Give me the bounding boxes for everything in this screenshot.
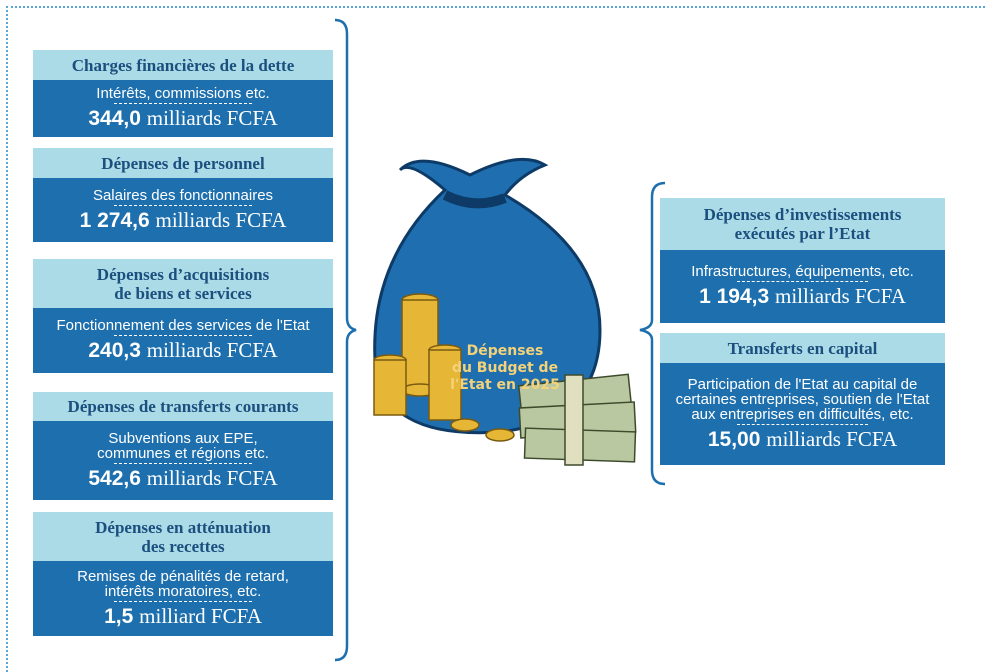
amount: 15,00 milliards FCFA [708,427,897,452]
title-line: Dépenses en atténuation [33,518,333,537]
title-line: Dépenses de personnel [33,154,333,173]
separator [114,335,252,336]
amount-value: 1 194,3 [699,285,769,308]
amount: 1,5 milliard FCFA [104,604,262,629]
left-brace [335,20,356,660]
amount: 542,6 milliards FCFA [88,466,277,491]
amount-unit: milliards FCFA [766,427,897,451]
amount: 240,3 milliards FCFA [88,338,277,363]
amount-value: 1,5 [104,605,133,628]
info-box: Dépenses de personnel Salaires des foncti… [33,148,333,242]
info-box: Charges financières de la dette Intérêts,… [33,50,333,137]
description-line: Fonctionnement des services de l'Etat [57,318,310,333]
box-title: Transferts en capital [660,333,945,363]
box-title: Dépenses de personnel [33,148,333,178]
separator [737,424,868,425]
amount-value: 542,6 [88,467,141,490]
description-line: Subventions aux EPE, [108,431,257,446]
separator [737,281,868,282]
box-body: Subventions aux EPE,communes et régions … [33,421,333,500]
amount: 1 194,3 milliards FCFA [699,284,906,309]
amount-unit: milliards FCFA [147,466,278,490]
title-line: Transferts en capital [660,339,945,358]
description-line: Infrastructures, équipements, etc. [691,264,914,279]
separator [114,205,252,206]
description-line: intérêts moratoires, etc. [105,584,262,599]
amount-unit: milliards FCFA [147,338,278,362]
title-line: Dépenses d’acquisitions [33,265,333,284]
box-title: Dépenses de transferts courants [33,392,333,421]
separator [114,463,252,464]
title-line: de biens et services [33,284,333,303]
description-line: Intérêts, commissions etc. [96,86,269,101]
title-line: des recettes [33,537,333,556]
box-body: Fonctionnement des services de l'Etat 240… [33,308,333,373]
description-line: aux entreprises en difficultés, etc. [691,407,913,422]
box-body: Salaires des fonctionnaires 1 274,6 milli… [33,178,333,242]
money-bag [374,159,636,465]
title-line: Dépenses d’investissements [660,205,945,224]
amount-value: 1 274,6 [80,209,150,232]
title-line: Charges financières de la dette [33,56,333,75]
separator [114,601,252,602]
amount: 1 274,6 milliards FCFA [80,208,287,233]
amount-value: 240,3 [88,339,141,362]
amount: 344,0 milliards FCFA [88,106,277,131]
bag-label: du Budget de [452,360,558,376]
infographic: Dépensesdu Budget del'Etat en 2025 Charg… [0,0,985,672]
description-line: communes et régions etc. [97,446,269,461]
amount-unit: milliards FCFA [147,106,278,130]
amount-value: 15,00 [708,428,761,451]
box-body: Remises de pénalités de retard,intérêts … [33,561,333,636]
info-box: Dépenses de transferts courants Subventio… [33,392,333,500]
box-title: Charges financières de la dette [33,50,333,80]
separator [114,103,252,104]
description-line: Salaires des fonctionnaires [93,188,273,203]
info-box: Transferts en capital Participation de l'… [660,333,945,465]
amount-unit: milliard FCFA [139,604,262,628]
description-line: Participation de l'Etat au capital de [688,377,918,392]
box-body: Intérêts, commissions etc. 344,0 milliard… [33,80,333,137]
bag-label: l'Etat en 2025 [450,377,560,393]
bag-label: Dépenses [467,343,544,359]
amount-unit: milliards FCFA [775,284,906,308]
box-body: Infrastructures, équipements, etc. 1 194,… [660,250,945,323]
title-line: Dépenses de transferts courants [33,397,333,416]
amount-value: 344,0 [88,107,141,130]
description-line: certaines entreprises, soutien de l'Etat [676,392,930,407]
amount-unit: milliards FCFA [156,208,287,232]
title-line: exécutés par l’Etat [660,224,945,243]
description-line: Remises de pénalités de retard, [77,569,289,584]
